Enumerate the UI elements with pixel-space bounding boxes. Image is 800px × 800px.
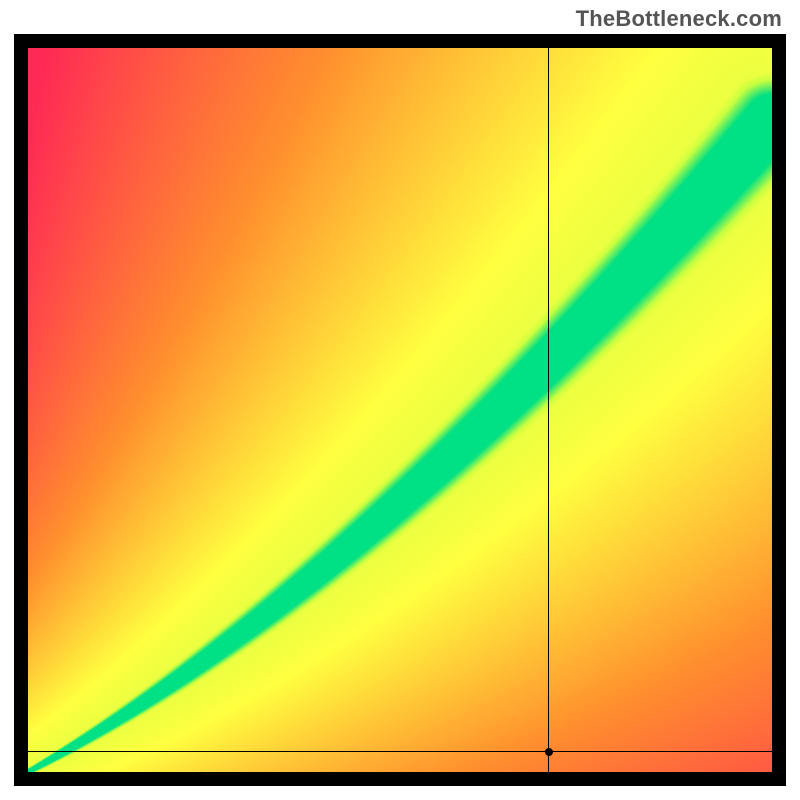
- plot-area: [28, 48, 772, 772]
- watermark-text: TheBottleneck.com: [576, 6, 782, 32]
- marker-point: [545, 748, 553, 756]
- chart-container: TheBottleneck.com: [0, 0, 800, 800]
- crosshair-horizontal: [28, 751, 772, 752]
- heatmap-canvas: [28, 48, 772, 772]
- crosshair-vertical: [548, 48, 549, 772]
